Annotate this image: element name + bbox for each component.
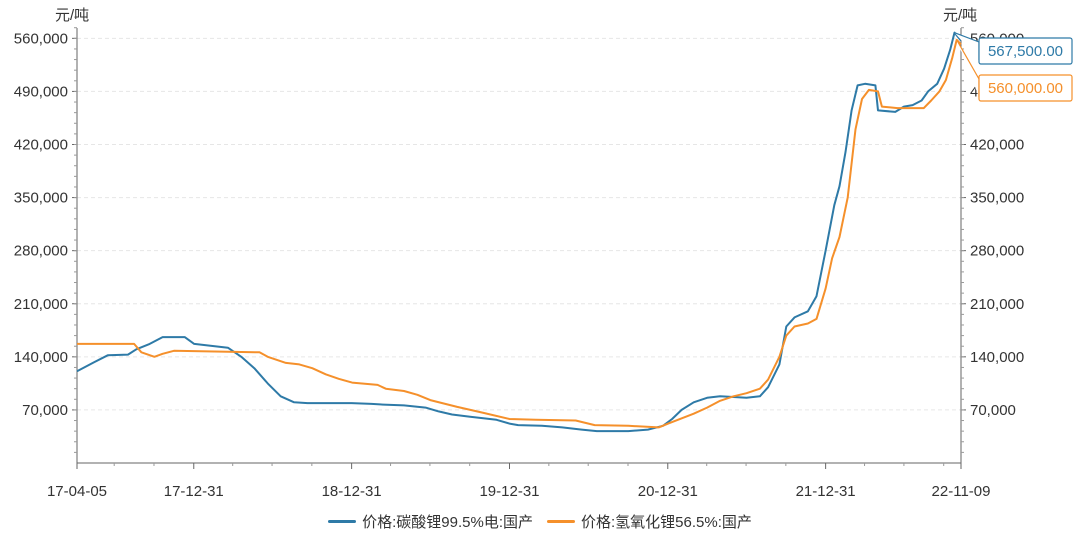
series-line-2 xyxy=(77,38,962,429)
legend-item[interactable]: 价格:氢氧化锂56.5%:国产 xyxy=(547,510,752,532)
callout-value: 560,000.00 xyxy=(988,80,1063,97)
right-tick-label: 140,000 xyxy=(970,349,1024,366)
left-unit-label: 元/吨 xyxy=(55,7,89,24)
right-unit-label: 元/吨 xyxy=(943,7,977,24)
legend: 价格:碳酸锂99.5%电:国产 价格:氢氧化锂56.5%:国产 xyxy=(0,510,1080,532)
left-tick-label: 140,000 xyxy=(14,349,68,366)
x-tick-label: 22-11-09 xyxy=(932,483,991,500)
callout-value: 567,500.00 xyxy=(988,43,1063,60)
x-tick-label: 19-12-31 xyxy=(479,483,539,500)
series-lines xyxy=(76,31,962,433)
left-tick-label: 490,000 xyxy=(14,83,68,100)
x-tick-label: 17-04-05 xyxy=(47,483,107,500)
grid-lines xyxy=(77,37,961,411)
legend-item[interactable]: 价格:碳酸锂99.5%电:国产 xyxy=(328,510,533,532)
legend-label: 价格:碳酸锂99.5%电:国产 xyxy=(362,513,533,531)
left-tick-label: 350,000 xyxy=(14,190,68,207)
callout-box xyxy=(978,74,1073,102)
axes xyxy=(76,28,962,464)
legend-label: 价格:氢氧化锂56.5%:国产 xyxy=(581,513,752,531)
x-tick-label: 21-12-31 xyxy=(796,483,856,500)
callout-box xyxy=(978,37,1073,65)
last-value-callouts: 567,500.00 560,000.00 xyxy=(954,32,1073,102)
x-tick-label: 18-12-31 xyxy=(322,483,382,500)
left-tick-label: 420,000 xyxy=(14,137,68,154)
left-tick-label: 70,000 xyxy=(22,402,68,419)
legend-swatch xyxy=(547,519,575,523)
series-line-1 xyxy=(76,31,962,433)
right-tick-label: 420,000 xyxy=(970,137,1024,154)
left-y-axis: 70,000 140,000 210,000 280,000 350,000 420,00… xyxy=(14,16,77,453)
left-tick-label: 280,000 xyxy=(14,243,68,260)
left-tick-label: 210,000 xyxy=(14,296,68,313)
x-axis: 17-04-05 17-12-31 18-12-31 19-12-31 20-12-31… xyxy=(47,463,990,500)
right-tick-label: 280,000 xyxy=(970,243,1024,260)
right-tick-label: 350,000 xyxy=(970,190,1024,207)
right-tick-label: 70,000 xyxy=(970,402,1016,419)
x-tick-label: 17-12-31 xyxy=(164,483,224,500)
right-tick-label: 210,000 xyxy=(970,296,1024,313)
x-tick-label: 20-12-31 xyxy=(638,483,698,500)
legend-swatch xyxy=(328,519,357,523)
left-tick-label: 560,000 xyxy=(14,30,68,47)
